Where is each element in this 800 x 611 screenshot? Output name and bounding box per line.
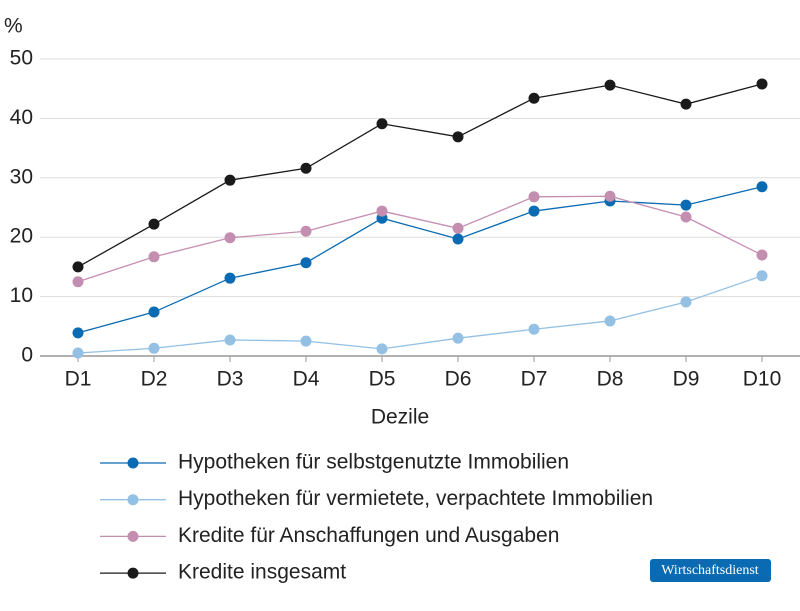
x-tick-label: D4 (293, 368, 320, 391)
series-line (77, 186, 763, 334)
data-point (300, 162, 312, 174)
data-point (452, 332, 464, 344)
data-point (376, 205, 388, 217)
data-point (300, 335, 312, 347)
data-point (224, 334, 236, 346)
data-point (300, 225, 312, 237)
y-tick-label: 10 (10, 284, 33, 307)
data-point (604, 190, 616, 202)
data-point (224, 232, 236, 244)
data-point (756, 270, 768, 282)
y-tick-label: 40 (10, 106, 33, 129)
y-tick-label: 0 (21, 344, 33, 367)
legend-label: Hypotheken für selbstgenutzte Immobilien (178, 451, 569, 474)
y-axis-label: % (4, 15, 23, 38)
data-point (756, 181, 768, 193)
x-axis-label: Dezile (371, 406, 429, 429)
data-point (756, 78, 768, 90)
data-point (604, 79, 616, 91)
legend-marker (127, 457, 139, 469)
data-point (528, 191, 540, 203)
x-tick-label: D1 (65, 368, 92, 391)
data-point (376, 118, 388, 130)
data-point (224, 272, 236, 284)
series-line (77, 275, 763, 354)
data-point (680, 199, 692, 211)
data-point (300, 257, 312, 269)
data-point (376, 343, 388, 355)
data-point (72, 261, 84, 273)
legend-marker (127, 530, 139, 542)
data-point (452, 131, 464, 143)
data-point (148, 306, 160, 318)
x-tick-label: D9 (673, 368, 700, 391)
series-line (77, 195, 763, 283)
x-tick-label: D5 (369, 368, 396, 391)
x-tick-label: D6 (445, 368, 472, 391)
data-point (148, 218, 160, 230)
series-line (77, 83, 763, 268)
x-tick-label: D7 (521, 368, 548, 391)
x-tick-label: D10 (743, 368, 782, 391)
badge: Wirtschaftsdienst (661, 563, 759, 578)
data-point (452, 233, 464, 245)
data-point (604, 315, 616, 327)
data-point (680, 98, 692, 110)
data-point (148, 251, 160, 263)
data-point (528, 92, 540, 104)
x-tick-label: D3 (217, 368, 244, 391)
data-point (680, 296, 692, 308)
data-point (72, 276, 84, 288)
data-point (72, 327, 84, 339)
data-point (756, 249, 768, 261)
data-point (72, 347, 84, 359)
data-point (148, 342, 160, 354)
data-point (452, 222, 464, 234)
legend-marker (127, 567, 139, 579)
y-tick-label: 50 (10, 47, 33, 70)
legend-label: Kredite für Anschaffungen und Ausgaben (178, 524, 559, 547)
y-tick-label: 20 (10, 225, 33, 248)
badge-bg (650, 559, 771, 582)
legend-marker (127, 494, 139, 506)
data-point (224, 174, 236, 186)
data-point (528, 205, 540, 217)
legend-label: Hypotheken für vermietete, verpachtete I… (178, 487, 653, 510)
x-tick-label: D8 (597, 368, 624, 391)
data-point (680, 211, 692, 223)
x-tick-label: D2 (141, 368, 168, 391)
y-tick-label: 30 (10, 165, 33, 188)
data-point (528, 323, 540, 335)
legend-label: Kredite insgesamt (178, 561, 346, 584)
